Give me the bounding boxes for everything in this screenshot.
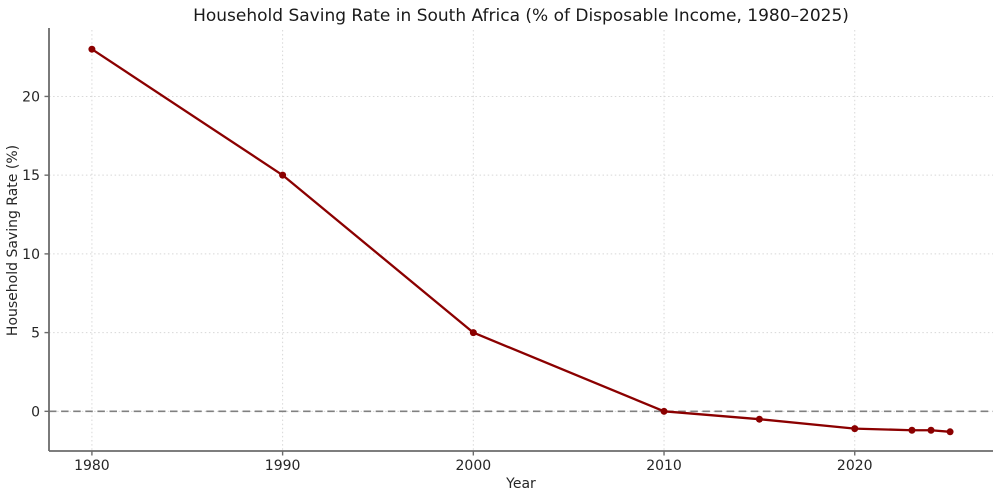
y-axis-ticks: 0 5 10 15 20 <box>22 89 49 420</box>
data-point-2010 <box>660 407 668 415</box>
y-axis-label: Household Saving Rate (%) <box>5 145 21 336</box>
x-tick-label-2020: 2020 <box>837 458 873 474</box>
data-point-2015 <box>755 415 763 423</box>
vertical-gridlines <box>91 30 856 451</box>
x-axis-ticks: 1980 1990 2000 2010 2020 <box>74 451 873 474</box>
y-tick-label-20: 20 <box>22 89 40 105</box>
x-tick-label-2000: 2000 <box>456 458 492 474</box>
data-point-2020 <box>851 425 859 433</box>
horizontal-gridlines <box>49 95 993 412</box>
y-tick-label-5: 5 <box>31 326 40 342</box>
y-tick-label-0: 0 <box>31 404 40 420</box>
x-tick-label-1980: 1980 <box>74 458 110 474</box>
data-points <box>88 45 954 436</box>
x-tick-label-2010: 2010 <box>646 458 682 474</box>
x-tick-label-1990: 1990 <box>265 458 301 474</box>
x-axis-label: Year <box>505 476 536 492</box>
data-point-1980 <box>88 45 96 53</box>
chart-title: Household Saving Rate in South Africa (%… <box>193 6 849 26</box>
data-point-2023 <box>908 426 916 434</box>
y-tick-label-15: 15 <box>22 168 40 184</box>
y-tick-label-10: 10 <box>22 247 40 263</box>
data-point-1990 <box>279 171 287 179</box>
saving-rate-line <box>90 48 952 433</box>
data-point-2025 <box>946 428 954 436</box>
data-point-2024 <box>927 426 935 434</box>
axis-spines <box>48 28 993 452</box>
data-point-2000 <box>469 329 477 337</box>
